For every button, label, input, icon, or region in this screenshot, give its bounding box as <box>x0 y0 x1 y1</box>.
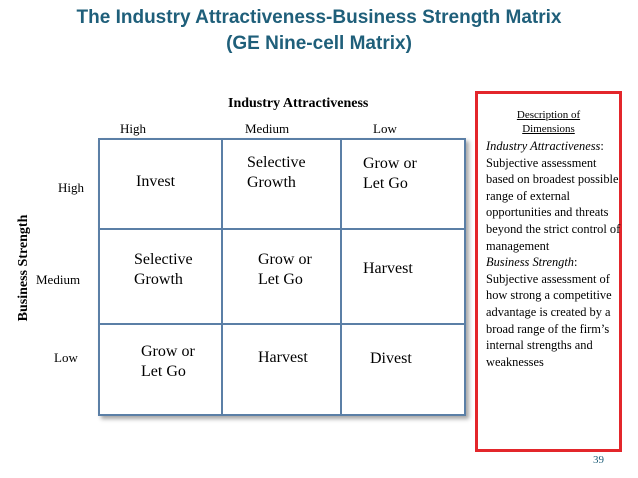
row-label-medium: Medium <box>36 272 81 287</box>
cell-low-high: Grow or Let Go <box>141 342 195 382</box>
cell-text-line: Invest <box>136 173 176 190</box>
description-box: Description of Dimensions Industry Attra… <box>475 91 622 452</box>
cell-text-line: Harvest <box>258 349 308 366</box>
industry-attractiveness-description: Subjective assessment based on broadest … <box>486 155 621 253</box>
cell-text-line: Let Go <box>141 363 186 380</box>
slide-subtitle: (GE Nine-cell Matrix) <box>226 33 412 54</box>
slide-title: The Industry Attractiveness-Business Str… <box>76 7 562 28</box>
grid-line <box>221 140 223 414</box>
cell-medium-medium: Grow or Let Go <box>258 250 312 290</box>
cell-text-line: Growth <box>134 271 183 288</box>
cell-text-line: Let Go <box>363 175 408 192</box>
column-label-high: High <box>120 121 146 136</box>
cell-text-line: Selective <box>134 251 193 268</box>
description-heading-line: Description of <box>516 109 581 121</box>
description-heading: Description of Dimensions <box>478 108 619 136</box>
cell-high-low: Grow or Let Go <box>363 154 417 194</box>
cell-text-line: Selective <box>247 154 306 171</box>
cell-text-line: Grow or <box>141 343 195 360</box>
cell-high-medium: Selective Growth <box>247 153 306 193</box>
business-strength-axis-title: Business Strength <box>16 214 31 322</box>
grid-line <box>100 323 464 325</box>
page-number: 39 <box>593 454 604 466</box>
business-strength-term: Business Strength <box>486 255 574 270</box>
cell-text-line: Divest <box>370 350 412 367</box>
cell-high-high: Invest <box>136 172 175 192</box>
description-heading-line: Dimensions <box>522 123 575 135</box>
grid-line <box>340 140 342 414</box>
cell-medium-low: Harvest <box>363 259 413 279</box>
cell-text-line: Grow or <box>363 155 417 172</box>
cell-medium-high: Selective Growth <box>134 250 193 290</box>
industry-attractiveness-axis-title: Industry Attractiveness <box>228 96 369 111</box>
column-label-medium: Medium <box>245 121 290 136</box>
cell-text-line: Growth <box>247 174 296 191</box>
nine-cell-matrix: Invest Selective Growth Grow or Let Go S… <box>98 138 466 416</box>
cell-low-medium: Harvest <box>258 348 308 368</box>
grid-line <box>100 228 464 230</box>
cell-text-line: Harvest <box>363 260 413 277</box>
business-strength-description: Subjective assessment of how strong a co… <box>486 271 612 369</box>
cell-text-line: Grow or <box>258 251 312 268</box>
description-body: Industry Attractiveness: Subjective asse… <box>486 139 621 369</box>
cell-low-low: Divest <box>370 349 412 369</box>
column-label-low: Low <box>373 121 397 136</box>
row-label-low: Low <box>54 350 78 365</box>
industry-attractiveness-term: Industry Attractiveness <box>486 139 601 153</box>
row-label-high: High <box>58 180 84 195</box>
cell-text-line: Let Go <box>258 271 303 288</box>
